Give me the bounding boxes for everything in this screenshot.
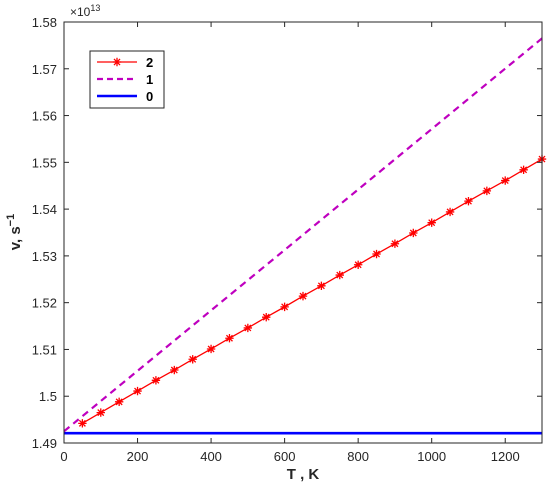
x-tick-label: 200 [127,449,149,464]
data-point-marker [501,176,510,185]
data-point-marker [114,397,124,407]
x-tick-label: 1200 [491,449,520,464]
data-point-marker [151,376,161,385]
legend-label: 0 [146,89,153,104]
x-tick-label: 600 [274,449,296,464]
data-point-marker [317,281,326,291]
data-point-marker [445,207,455,217]
legend-entry: 0 [97,89,153,104]
data-point-marker [170,365,179,375]
data-point-marker [353,260,363,269]
data-point-marker [409,228,418,238]
data-point-marker [243,323,253,333]
legend: 2 1 0 [89,50,165,109]
legend-label: 2 [146,55,153,70]
data-point-marker [225,334,234,343]
x-axis-label: T , K [287,466,320,483]
legend-entry: 2 [97,55,153,70]
y-tick-label: 1.58 [32,15,57,30]
series-2 [78,154,547,428]
y-tick-label: 1.56 [32,109,57,124]
data-point-marker [390,239,400,248]
data-point-marker [112,57,122,67]
data-point-marker [482,186,492,196]
x-tick-label: 0 [60,449,67,464]
y-tick-label: 1.54 [32,202,57,217]
x-tick-label: 800 [347,449,369,464]
legend-entry: 1 [97,72,153,87]
data-point-marker [206,344,216,354]
data-point-marker [188,355,197,364]
y-tick-label: 1.57 [32,62,57,77]
data-point-marker [280,302,289,312]
y-tick-label: 1.52 [32,296,57,311]
y-tick-label: 1.55 [32,155,57,170]
axes-frame [63,21,543,444]
data-point-marker [262,312,271,322]
y-exponent-label: ×1013 [70,3,100,19]
data-point-marker [78,419,87,428]
y-axis-label: v, s−1 [5,214,24,250]
tick-layer: 0 200 400 600 800 1000 1200 1.49 1.5 1.51 1.52 1.53… [32,15,542,464]
series-layer [63,37,547,435]
data-point-marker [298,291,308,301]
data-point-marker [372,249,381,259]
data-point-marker [96,408,105,417]
data-point-marker [519,165,528,175]
data-point-marker [427,218,436,227]
data-point-marker [335,270,344,280]
x-tick-label: 400 [200,449,222,464]
series-line-2 [82,158,543,424]
x-tick-label: 1000 [417,449,446,464]
data-point-marker [133,386,142,396]
y-tick-label: 1.53 [32,249,57,264]
y-tick-label: 1.5 [39,389,57,404]
y-tick-label: 1.49 [32,436,57,451]
legend-label: 1 [146,72,153,87]
y-tick-label: 1.51 [32,342,57,357]
data-point-marker [464,196,473,206]
